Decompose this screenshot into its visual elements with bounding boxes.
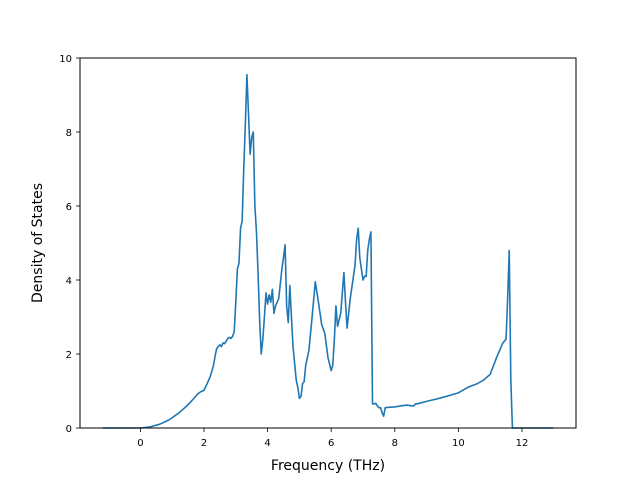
x-tick-label: 10 — [452, 438, 465, 449]
x-tick-label: 0 — [137, 438, 143, 449]
x-tick-label: 4 — [264, 438, 270, 449]
x-axis: 0 2 4 6 8 10 12 — [137, 428, 528, 449]
y-tick-label: 2 — [66, 350, 72, 361]
x-tick-label: 8 — [392, 438, 398, 449]
series-line-0 — [102, 73, 554, 429]
y-tick-label: 0 — [66, 424, 72, 435]
y-tick-label: 8 — [66, 128, 72, 139]
series-layer — [102, 73, 554, 429]
y-tick-label: 4 — [66, 276, 72, 287]
y-axis-label: Density of States — [30, 183, 46, 303]
x-tick-label: 12 — [516, 438, 529, 449]
plot-frame — [79, 57, 577, 429]
y-axis: 0 2 4 6 8 10 — [59, 54, 80, 435]
x-axis-label: Frequency (THz) — [271, 458, 385, 474]
plot-background — [80, 58, 576, 428]
x-tick-label: 6 — [328, 438, 334, 449]
y-tick-label: 10 — [59, 54, 72, 65]
x-tick-label: 2 — [201, 438, 207, 449]
y-tick-label: 6 — [66, 202, 72, 213]
